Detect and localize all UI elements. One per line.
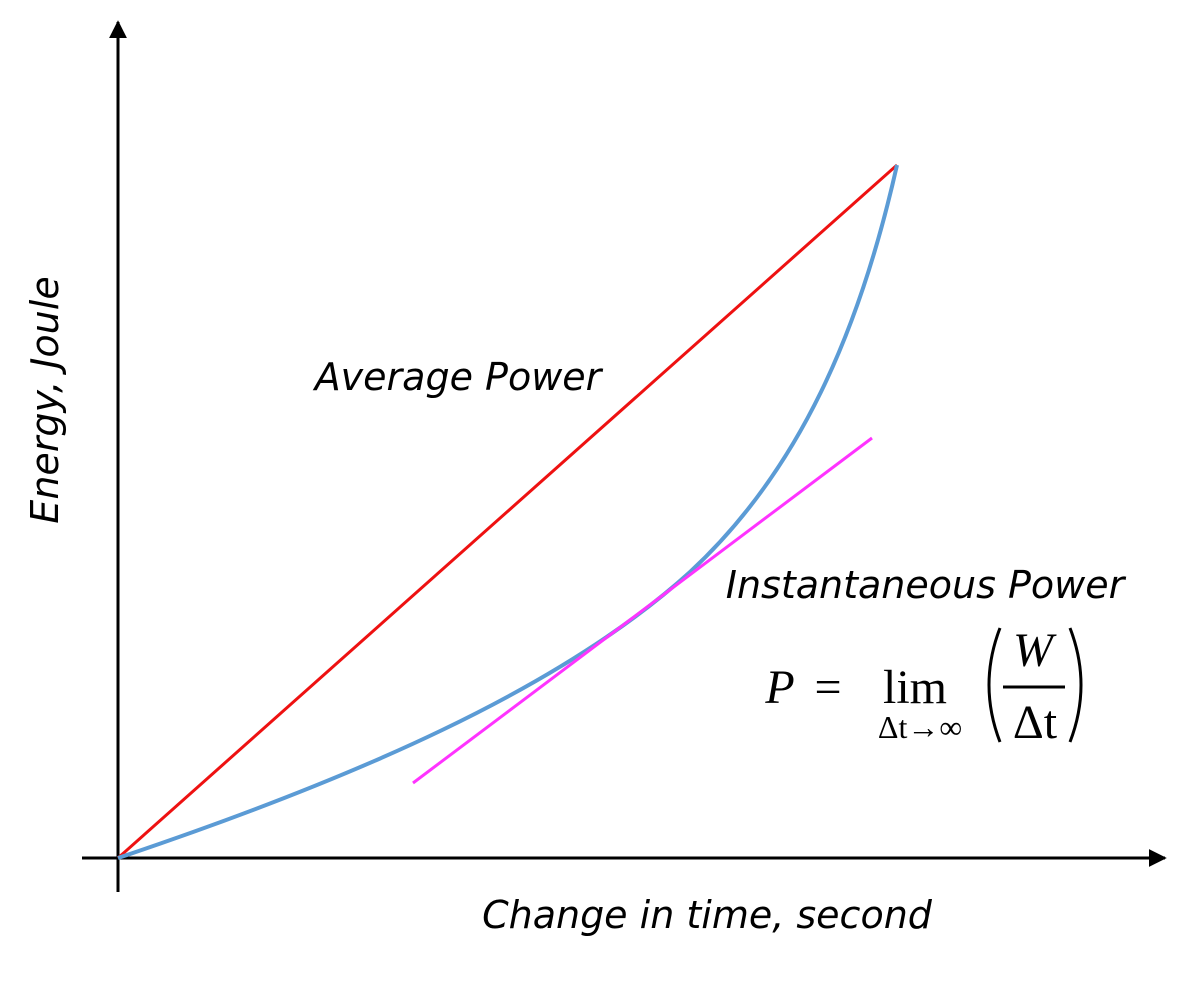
- formula-subscript: Δt→∞: [878, 709, 962, 745]
- formula-symbol: P: [764, 661, 794, 714]
- average-line: [117, 163, 898, 860]
- formula-denominator: Δt: [1013, 696, 1058, 749]
- paren-right: [1068, 627, 1083, 743]
- paren-left: [987, 627, 1002, 743]
- formula-equals: =: [814, 661, 841, 714]
- tangent-line: [412, 436, 873, 785]
- x-axis-label: Change in time, second: [482, 893, 933, 937]
- average-power-label: Average Power: [312, 355, 604, 399]
- formula-numerator: W: [1013, 624, 1057, 677]
- y-axis-label: Energy, Joule: [23, 276, 67, 523]
- instantaneous-power-label: Instantaneous Power: [726, 563, 1127, 607]
- formula-operator: lim: [883, 661, 947, 714]
